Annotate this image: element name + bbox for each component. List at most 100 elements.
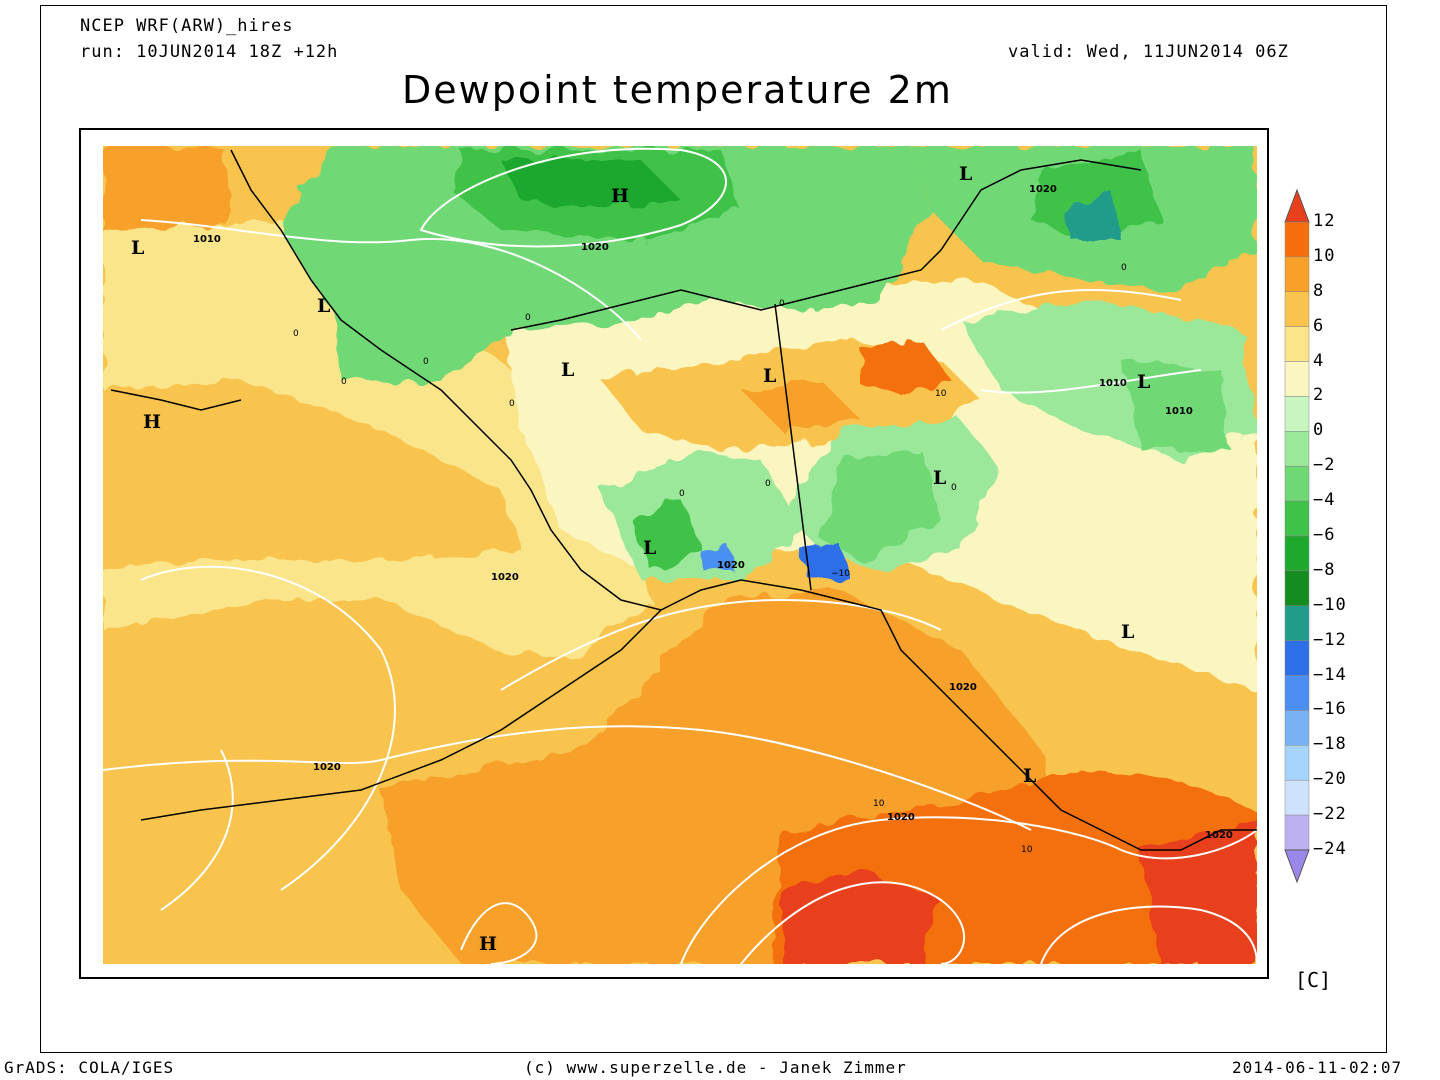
dewpoint-label: 0 [341, 377, 347, 387]
field-nw-orange [103, 146, 231, 250]
field-orange-patch [741, 380, 861, 430]
colorbar-bin [1284, 500, 1310, 537]
dewpoint-labels: 0 0 0 0 0 0 0 0 0 0 10 10 10 −10 [293, 263, 1127, 855]
dewpoint-label: 0 [679, 489, 685, 499]
field-east-deep [1121, 360, 1231, 450]
footer-credit: (c) www.superzelle.de - Janek Zimmer [524, 1058, 907, 1077]
field-gulf-hot [781, 870, 941, 964]
unit-label: [C] [1295, 968, 1332, 992]
colorbar-tick-label: −22 [1313, 804, 1347, 825]
colorbar-tick-label: 2 [1313, 385, 1325, 406]
field-cold-spot [801, 545, 851, 585]
colorbar-tick-label: 10 [1313, 245, 1336, 266]
dewpoint-label: −10 [831, 569, 850, 579]
colorbar-tick-label: 6 [1313, 315, 1325, 336]
colorbar-bin [1284, 640, 1310, 676]
colorbar-tick-label: 8 [1313, 280, 1325, 301]
colorbar-tick-label: −16 [1313, 699, 1347, 720]
colorbar-tick-label: 12 [1313, 211, 1336, 231]
colorbar-bin [1284, 396, 1310, 432]
field-ne-lake [1061, 190, 1121, 240]
field-arctic-deepest [501, 160, 681, 210]
colorbar-bin [1284, 361, 1310, 397]
isobar-label: 1020 [949, 682, 977, 693]
colorbar-tick-label: −18 [1313, 734, 1347, 755]
colorbar-bin [1284, 814, 1310, 851]
field-sw-deep [631, 500, 701, 570]
colorbar-tick-label: 0 [1313, 420, 1325, 441]
low-marker: L [643, 537, 656, 559]
isobar-label: 1020 [1205, 830, 1233, 841]
dewpoint-label: 0 [1121, 263, 1127, 273]
low-marker: L [763, 365, 776, 387]
dewpoint-label: 10 [1021, 845, 1033, 855]
field-range-deep [821, 450, 941, 560]
field-hot-spot [861, 340, 951, 395]
low-marker: L [561, 359, 574, 381]
colorbar-bottom-arrow [1284, 849, 1310, 884]
run-info: run: 10JUN2014 18Z +12h [80, 42, 339, 62]
colorbar-bin [1284, 745, 1310, 781]
colorbar-top-arrow [1284, 188, 1310, 223]
colorbar-tick-label: −8 [1313, 559, 1336, 580]
low-marker: L [933, 467, 946, 489]
colorbar-bin [1284, 256, 1310, 293]
field-se-hot [1141, 820, 1257, 964]
colorbar-tick-label: 4 [1313, 350, 1325, 371]
colorbar-tick-label: −10 [1313, 594, 1347, 615]
low-marker: L [317, 295, 330, 317]
colorbar-bin [1284, 779, 1310, 816]
colorbar-tick-label: −24 [1313, 839, 1347, 859]
colorbar-bin [1284, 465, 1310, 502]
field-cold-spot-2 [701, 548, 733, 570]
colorbar-bin [1284, 570, 1310, 607]
isobar-label: 1010 [1165, 406, 1193, 417]
colorbar-bin [1284, 326, 1310, 362]
isobar-label: 1020 [581, 242, 609, 253]
dewpoint-label: 0 [779, 299, 785, 309]
low-marker: L [1121, 621, 1134, 643]
map-panel: 1010 1020 1020 1020 1020 1010 1010 1020 … [79, 128, 1269, 979]
low-marker: L [131, 237, 144, 259]
colorbar-bin [1284, 605, 1310, 641]
colorbar-tick-label: −6 [1313, 525, 1336, 545]
isobars [102, 147, 1258, 965]
isobar-label: 1020 [887, 812, 915, 823]
high-marker: H [479, 933, 497, 955]
footer-timestamp: 2014-06-11-02:07 [1232, 1058, 1403, 1077]
dewpoint-label: 10 [873, 799, 885, 809]
colorbar-bin [1284, 675, 1310, 711]
field-west-deep [103, 380, 521, 570]
colorbar-bin [1284, 710, 1310, 746]
dewpoint-field: 1010 1020 1020 1020 1020 1010 1010 1020 … [102, 146, 1258, 965]
dewpoint-label: 0 [525, 313, 531, 323]
low-marker: L [959, 163, 972, 185]
low-marker: L [1137, 371, 1150, 393]
isobar-label: 1020 [313, 762, 341, 773]
colorbar-tick-label: −12 [1313, 629, 1347, 650]
isobar-labels: 1010 1020 1020 1020 1020 1010 1010 1020 … [193, 184, 1233, 841]
coastline [110, 149, 1257, 851]
pressure-centers: H H H L L L L L L L L L L [131, 163, 1150, 955]
high-marker: H [143, 411, 161, 433]
dewpoint-label: 0 [423, 357, 429, 367]
dewpoint-label: 0 [765, 479, 771, 489]
isobar-label: 1010 [193, 234, 221, 245]
isobar-label: 1020 [1029, 184, 1057, 195]
colorbar-bin [1284, 431, 1310, 467]
colorbar-tick-label: −4 [1313, 490, 1336, 511]
colorbar-bin [1284, 291, 1310, 327]
high-marker: H [611, 185, 629, 207]
colorbar-tick-label: −20 [1313, 769, 1347, 790]
colorbar-tick-label: −14 [1313, 664, 1347, 685]
low-marker: L [1023, 765, 1036, 787]
colorbar-tick-label: −2 [1313, 455, 1336, 476]
map-title: Dewpoint temperature 2m [402, 68, 953, 112]
model-name: NCEP WRF(ARW)_hires [80, 16, 294, 36]
dewpoint-label: 10 [935, 389, 947, 399]
isobar-label: 1020 [717, 560, 745, 571]
isobar-label: 1010 [1099, 378, 1127, 389]
figure-frame [40, 5, 1387, 1053]
footer-software: GrADS: COLA/IGES [4, 1058, 175, 1077]
colorbar-bin [1284, 221, 1310, 258]
